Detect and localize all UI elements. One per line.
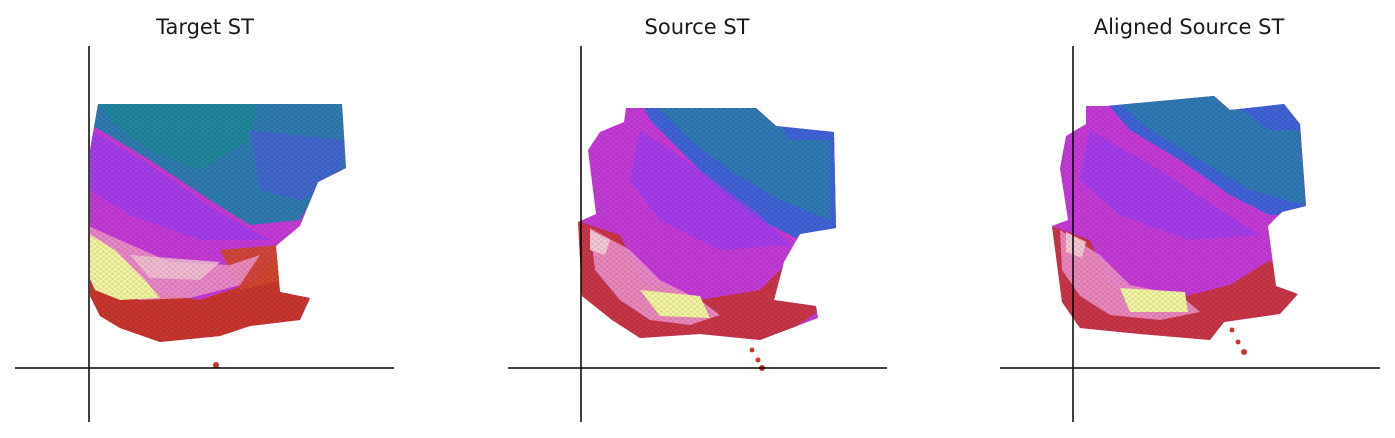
stray-spots-target: [213, 362, 219, 368]
panel-title-target: Target ST: [155, 15, 254, 39]
panel-aligned: Aligned Source ST: [1000, 15, 1380, 422]
panel-source: Source ST: [508, 15, 887, 422]
panel-target: Target ST: [15, 15, 394, 422]
stray-spots-source: [749, 347, 765, 371]
panel-title-source: Source ST: [645, 15, 750, 39]
stray-spots-aligned: [1229, 327, 1247, 355]
spot-cloud-source: [578, 108, 836, 340]
panel-title-aligned: Aligned Source ST: [1094, 15, 1285, 39]
spot-cloud-target: [90, 104, 346, 342]
spot-cloud-aligned: [1052, 96, 1306, 340]
